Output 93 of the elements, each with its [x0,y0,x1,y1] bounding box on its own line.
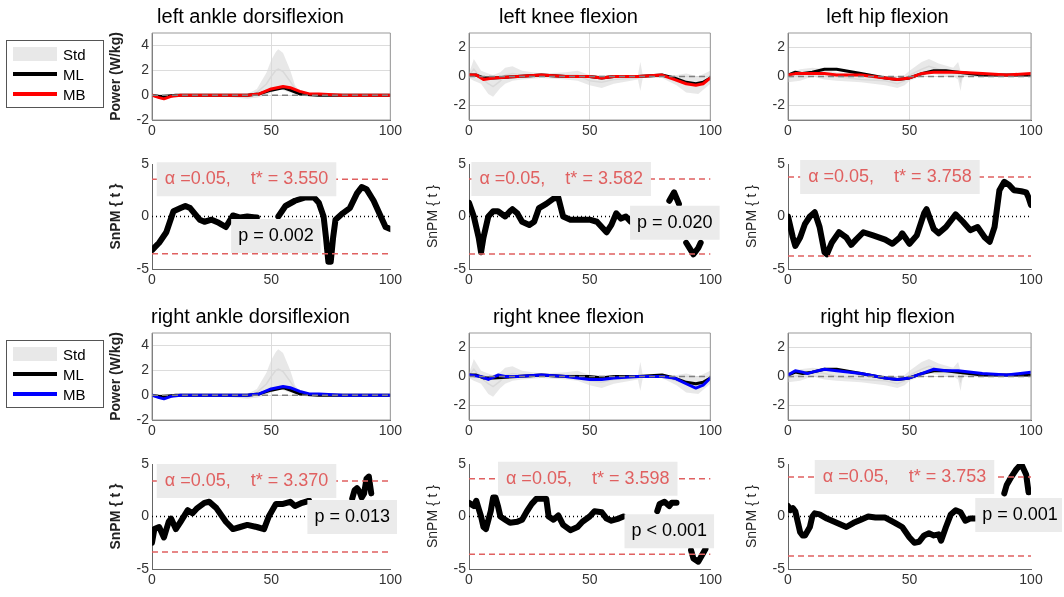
y-axis-title: Power (W/kg) [107,332,124,421]
x-tick-label: 100 [698,422,723,439]
y-tick-label: 5 [777,154,786,171]
y-tick-label: 0 [458,207,467,224]
y-tick-label: -5 [772,559,786,576]
chart-title: left knee flexion [499,4,638,27]
x-tick-label: 50 [263,122,280,139]
legend-label: Std [63,345,86,363]
legend-label: Std [63,45,86,63]
x-tick-label: 50 [581,571,598,588]
ref-line-label: α =0.05, t* = 3.758 [808,166,972,187]
x-tick-label: 100 [1019,422,1043,439]
y-tick-label: 0 [458,67,467,84]
x-tick-label: 100 [378,271,403,288]
y-tick-label: 0 [777,207,786,224]
y-tick-label: 0 [458,367,467,384]
legend-label: MB [63,385,86,403]
y-tick-label: -2 [453,396,467,413]
y-tick-label: 2 [141,361,150,378]
y-axis-title: SnPM { t } [424,184,441,249]
y-tick-label: 4 [141,36,150,53]
y-tick-label: 0 [777,67,786,84]
y-tick-label: 0 [141,207,150,224]
y-tick-label: 2 [458,38,467,55]
x-tick-label: 50 [263,271,280,288]
annotation: p < 0.001 [631,520,708,541]
y-tick-label: 4 [141,336,150,353]
y-tick-label: 2 [777,338,786,355]
y-tick-label: 0 [141,386,150,402]
y-axis-title: SnPM { t } [743,484,760,549]
y-tick-label: -5 [136,259,150,276]
y-tick-label: 5 [777,454,786,471]
chart-title: left hip flexion [826,4,949,27]
y-tick-label: 5 [458,454,467,471]
y-tick-label: -5 [453,259,467,276]
annotation: p = 0.002 [238,224,314,245]
y-axis-title: SnPM { t } [424,484,441,549]
legend-label: ML [63,365,84,383]
y-tick-label: -2 [453,96,467,113]
x-tick-label: 100 [698,571,723,588]
y-tick-label: -2 [772,396,786,413]
x-tick-label: 100 [1019,571,1043,588]
x-tick-label: 50 [901,122,918,139]
ref-line-label: α =0.05, t* = 3.582 [479,167,643,188]
ref-line-label: α =0.05, t* = 3.598 [505,467,670,488]
x-tick-label: 100 [378,571,403,588]
y-tick-label: -5 [772,259,786,276]
y-axis-title: SnPM { t } [107,482,124,550]
x-tick-label: 50 [901,422,918,439]
x-tick-label: 50 [901,571,918,588]
chart-title: right hip flexion [820,304,955,327]
y-tick-label: -5 [453,559,467,576]
x-tick-label: 100 [698,122,723,139]
ref-line-label: α =0.05, t* = 3.550 [164,168,329,189]
y-tick-label: 5 [141,154,150,171]
y-tick-label: 0 [777,367,786,384]
y-tick-label: 0 [458,507,467,524]
y-tick-label: -2 [136,410,150,427]
chart-title: right knee flexion [492,304,645,327]
x-tick-label: 50 [581,422,598,439]
x-tick-label: 100 [378,122,403,139]
x-tick-label: 50 [581,271,598,288]
y-axis-title: Power (W/kg) [107,32,124,121]
chart-title: left ankle dorsiflexion [157,4,344,27]
legend-label: ML [63,65,84,83]
y-tick-label: -2 [136,110,150,127]
y-tick-label: 0 [141,507,150,524]
x-tick-label: 100 [1019,271,1043,288]
x-tick-label: 50 [581,122,598,139]
legend-label: MB [63,85,86,103]
x-tick-label: 100 [1019,122,1043,139]
x-tick-label: 100 [378,422,403,439]
y-axis-title: SnPM { t } [107,182,124,250]
y-tick-label: 2 [458,338,467,355]
y-axis-title: SnPM { t } [743,184,760,249]
y-tick-label: 2 [777,38,786,55]
x-tick-label: 50 [263,422,280,439]
y-tick-label: -5 [136,559,150,576]
y-tick-label: 5 [458,154,467,171]
y-tick-label: 2 [141,61,150,78]
annotation: p = 0.013 [314,505,390,526]
y-tick-label: 0 [777,507,786,524]
x-tick-label: 50 [263,571,280,588]
annotation: p = 0.020 [637,211,713,232]
chart-title: right ankle dorsiflexion [151,304,350,327]
y-tick-label: 0 [141,86,150,102]
annotation: p = 0.001 [982,503,1058,524]
y-tick-label: 5 [141,454,150,471]
ref-line-label: α =0.05, t* = 3.753 [822,466,987,487]
y-tick-label: -2 [772,96,786,113]
ref-line-label: α =0.05, t* = 3.370 [164,470,329,491]
x-tick-label: 100 [698,271,723,288]
x-tick-label: 50 [901,271,918,288]
